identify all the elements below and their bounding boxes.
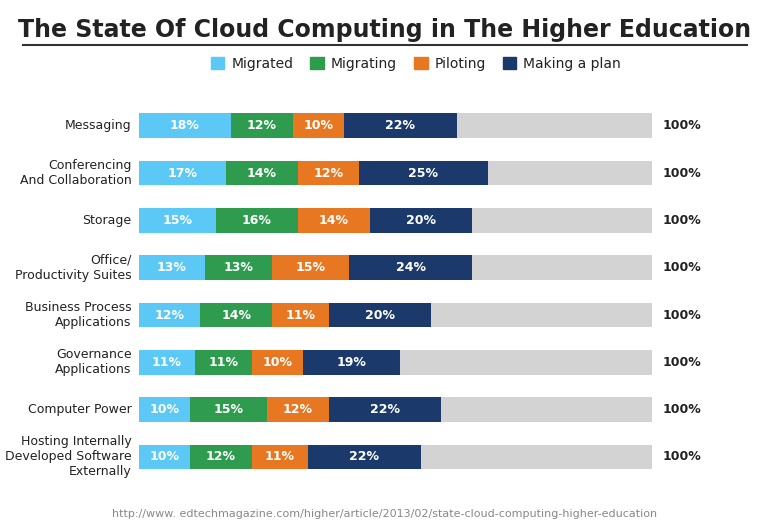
- Text: http://www. edtechmagazine.com/higher/article/2013/02/state-cloud-computing-high: http://www. edtechmagazine.com/higher/ar…: [112, 509, 658, 519]
- Bar: [441, 397, 652, 422]
- Text: 17%: 17%: [167, 166, 197, 180]
- Text: 100%: 100%: [662, 309, 701, 321]
- Bar: [190, 445, 252, 469]
- Bar: [139, 161, 226, 185]
- Text: 100%: 100%: [662, 450, 701, 464]
- Bar: [303, 350, 400, 375]
- Text: 24%: 24%: [396, 261, 426, 274]
- Text: 19%: 19%: [336, 356, 367, 369]
- Bar: [329, 397, 441, 422]
- Bar: [139, 256, 206, 280]
- Text: 12%: 12%: [313, 166, 343, 180]
- Text: 25%: 25%: [409, 166, 438, 180]
- Text: 22%: 22%: [350, 450, 380, 464]
- Text: 12%: 12%: [247, 119, 276, 132]
- Text: 10%: 10%: [149, 403, 179, 416]
- Bar: [267, 397, 329, 422]
- Text: 18%: 18%: [170, 119, 199, 132]
- Text: 22%: 22%: [386, 119, 415, 132]
- Bar: [139, 350, 195, 375]
- Text: 11%: 11%: [209, 356, 238, 369]
- Text: 14%: 14%: [247, 166, 276, 180]
- Legend: Migrated, Migrating, Piloting, Making a plan: Migrated, Migrating, Piloting, Making a …: [210, 57, 621, 71]
- Bar: [421, 445, 652, 469]
- Text: 12%: 12%: [283, 403, 313, 416]
- Text: 15%: 15%: [296, 261, 326, 274]
- Text: 100%: 100%: [662, 119, 701, 132]
- Bar: [200, 303, 272, 327]
- Bar: [298, 208, 370, 233]
- Text: 100%: 100%: [662, 214, 701, 227]
- Bar: [487, 161, 652, 185]
- Text: 20%: 20%: [406, 214, 436, 227]
- Bar: [431, 303, 652, 327]
- Bar: [298, 161, 360, 185]
- Text: 15%: 15%: [213, 403, 243, 416]
- Bar: [206, 256, 272, 280]
- Text: 10%: 10%: [303, 119, 333, 132]
- Bar: [139, 303, 200, 327]
- Bar: [472, 256, 652, 280]
- Text: 11%: 11%: [286, 309, 315, 321]
- Bar: [252, 350, 303, 375]
- Text: 14%: 14%: [319, 214, 349, 227]
- Bar: [190, 397, 267, 422]
- Bar: [272, 256, 349, 280]
- Text: 15%: 15%: [162, 214, 192, 227]
- Bar: [360, 161, 487, 185]
- Bar: [139, 208, 216, 233]
- Text: 12%: 12%: [155, 309, 184, 321]
- Bar: [400, 350, 652, 375]
- Bar: [226, 161, 298, 185]
- Bar: [329, 303, 431, 327]
- Text: 16%: 16%: [242, 214, 272, 227]
- Text: 100%: 100%: [662, 166, 701, 180]
- Bar: [349, 256, 472, 280]
- Text: 100%: 100%: [662, 261, 701, 274]
- Bar: [195, 350, 252, 375]
- Bar: [139, 113, 231, 138]
- Text: 11%: 11%: [265, 450, 295, 464]
- Bar: [472, 208, 652, 233]
- Bar: [139, 445, 190, 469]
- Text: The State Of Cloud Computing in The Higher Education: The State Of Cloud Computing in The High…: [18, 18, 752, 43]
- Bar: [252, 445, 308, 469]
- Bar: [457, 113, 652, 138]
- Text: 100%: 100%: [662, 356, 701, 369]
- Text: 10%: 10%: [263, 356, 292, 369]
- Bar: [370, 208, 472, 233]
- Text: 22%: 22%: [370, 403, 400, 416]
- Bar: [272, 303, 329, 327]
- Text: 14%: 14%: [221, 309, 251, 321]
- Text: 12%: 12%: [206, 450, 236, 464]
- Bar: [308, 445, 421, 469]
- Bar: [344, 113, 457, 138]
- Text: 13%: 13%: [157, 261, 187, 274]
- Text: 11%: 11%: [152, 356, 182, 369]
- Bar: [293, 113, 344, 138]
- Text: 20%: 20%: [365, 309, 395, 321]
- Text: 13%: 13%: [224, 261, 253, 274]
- Bar: [139, 397, 190, 422]
- Text: 100%: 100%: [662, 403, 701, 416]
- Text: 10%: 10%: [149, 450, 179, 464]
- Bar: [231, 113, 293, 138]
- Bar: [216, 208, 298, 233]
